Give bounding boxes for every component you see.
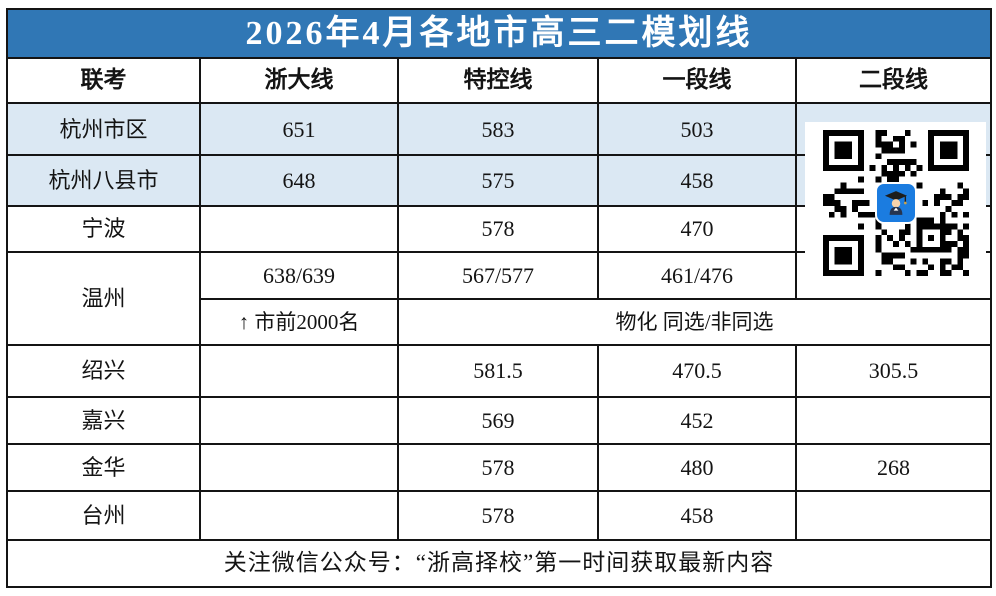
score-erduan: 268 — [794, 442, 993, 493]
row-shaoxing: 绍兴 581.5 470.5 305.5 — [6, 344, 993, 398]
col-header-liankao: 联考 — [6, 56, 201, 105]
score-tekong: 578 — [397, 442, 599, 493]
wechat-promo-text: 关注微信公众号：“浙高择校”第一时间获取最新内容 — [5, 539, 993, 588]
score-erduan — [794, 490, 993, 542]
score-tekong: 581.5 — [397, 344, 599, 398]
score-zheda: 648 — [199, 154, 399, 208]
row-wenzhou-note: ↑ 市前2000名 物化 同选/非同选 — [7, 298, 993, 347]
score-yiduan: 458 — [597, 154, 797, 208]
wechat-qr-code — [805, 122, 986, 284]
score-yiduan: 503 — [597, 102, 797, 157]
city-label: 绍兴 — [6, 344, 201, 398]
title-row: 2026年4月各地市高三二模划线 — [5, 8, 993, 59]
score-zheda — [199, 344, 399, 398]
score-yiduan: 480 — [597, 442, 797, 493]
col-header-tekong-line: 特控线 — [397, 56, 599, 105]
score-yiduan: 458 — [597, 490, 797, 542]
score-yiduan: 452 — [597, 395, 797, 445]
city-label: 宁波 — [6, 205, 201, 253]
row-jinhua: 金华 578 480 268 — [6, 442, 993, 493]
col-header-yiduan-line: 一段线 — [597, 56, 797, 105]
score-erduan — [794, 395, 993, 445]
score-yiduan: 470 — [597, 205, 797, 253]
score-table: 2026年4月各地市高三二模划线 联考 浙大线 特控线 一段线 二段线 杭州市区… — [5, 8, 993, 588]
graduate-mascot-icon — [874, 182, 917, 224]
score-zheda: 638/639 — [199, 250, 399, 301]
score-zheda — [199, 205, 399, 253]
wenzhou-note-subjects: 物化 同选/非同选 — [396, 298, 993, 347]
score-tekong: 578 — [397, 205, 599, 253]
wenzhou-note-rank: ↑ 市前2000名 — [199, 298, 399, 347]
col-header-erduan-line: 二段线 — [794, 56, 993, 105]
score-tekong: 583 — [397, 102, 599, 157]
score-tekong: 575 — [397, 154, 599, 208]
score-erduan: 305.5 — [794, 344, 993, 398]
header-row: 联考 浙大线 特控线 一段线 二段线 — [6, 56, 993, 105]
page-title: 2026年4月各地市高三二模划线 — [5, 8, 993, 59]
score-zheda — [199, 490, 399, 542]
col-header-zheda-line: 浙大线 — [199, 56, 399, 105]
row-hangzhou-urban: 杭州市区 651 583 503 — [6, 102, 993, 157]
city-label: 嘉兴 — [6, 395, 201, 445]
city-label: 温州 — [6, 250, 201, 347]
score-zheda — [199, 395, 399, 445]
score-yiduan: 461/476 — [597, 250, 797, 301]
score-tekong: 569 — [397, 395, 599, 445]
score-tekong: 578 — [397, 490, 599, 542]
footer-row: 关注微信公众号：“浙高择校”第一时间获取最新内容 — [5, 539, 993, 588]
city-label: 金华 — [6, 442, 201, 493]
city-label: 杭州市区 — [6, 102, 201, 157]
score-zheda — [199, 442, 399, 493]
row-jiaxing: 嘉兴 569 452 — [6, 395, 993, 445]
city-label: 台州 — [6, 490, 201, 542]
row-taizhou: 台州 578 458 — [6, 490, 993, 542]
score-zheda: 651 — [199, 102, 399, 157]
city-label: 杭州八县市 — [6, 154, 201, 208]
score-yiduan: 470.5 — [597, 344, 797, 398]
score-tekong: 567/577 — [397, 250, 599, 301]
